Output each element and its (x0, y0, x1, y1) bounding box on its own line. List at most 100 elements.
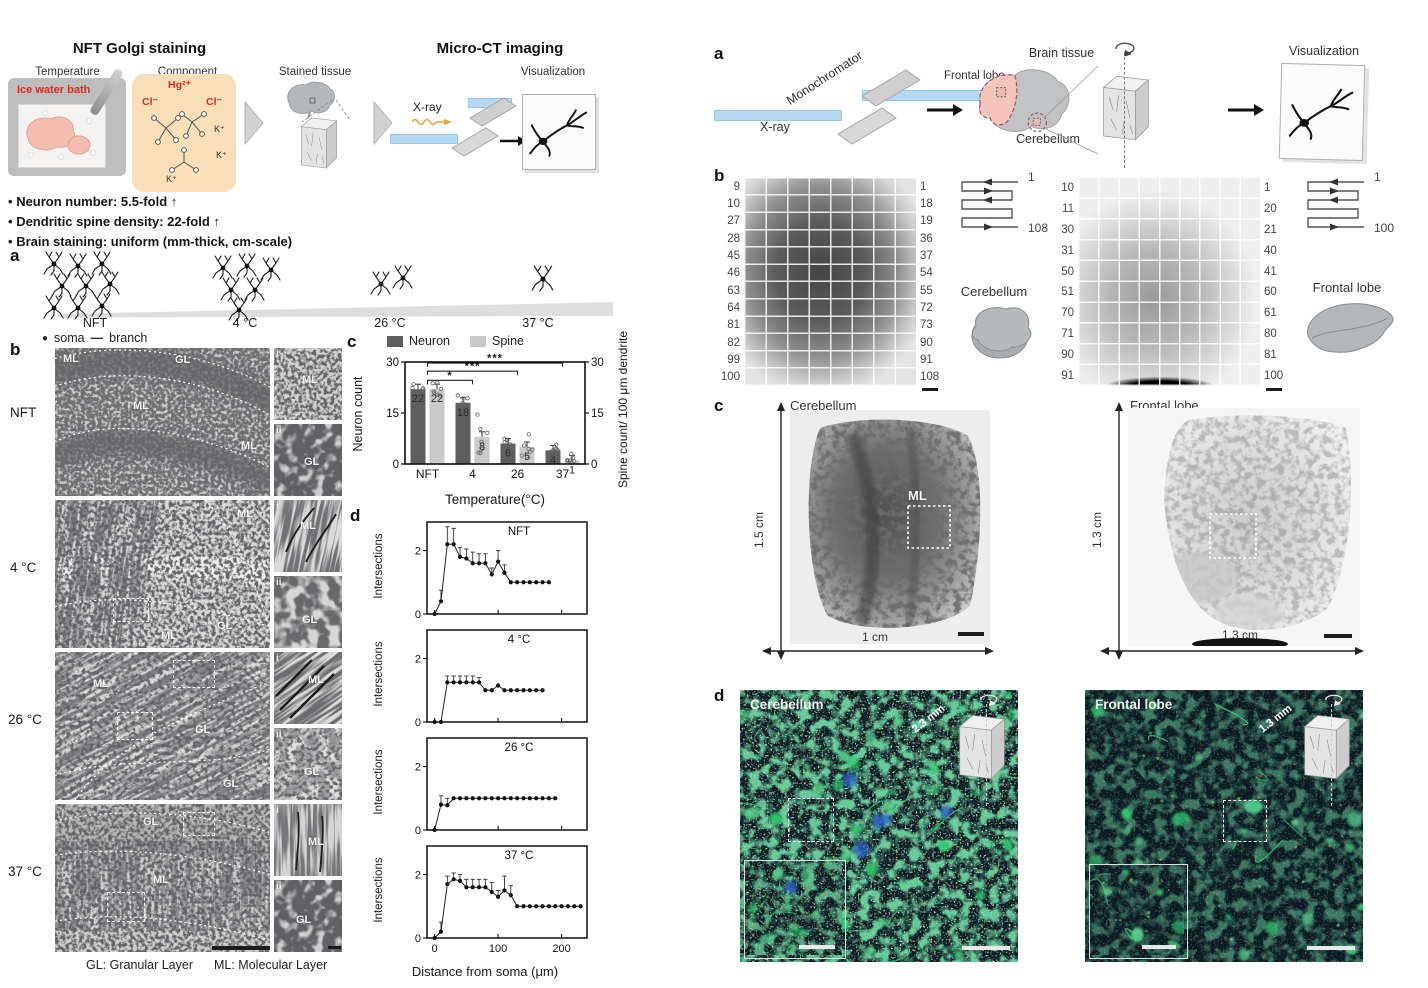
ct-title-cerebellum: Cerebellum (790, 398, 857, 413)
bullet-neuron-number: • Neuron number: 5.5-fold ↑ (8, 194, 178, 209)
chevron-right-icon (373, 100, 393, 146)
ct-image-frontal (1128, 408, 1360, 646)
crop-nft-i: i ML (274, 348, 342, 420)
svg-text:22: 22 (431, 393, 443, 405)
chem-k1-label: K⁺ (214, 124, 225, 134)
neuron-swatch (387, 335, 403, 347)
temp-label-4c: 4 °C (232, 316, 258, 330)
svg-text:30: 30 (386, 357, 399, 369)
fluor-inset-frontal (1089, 864, 1188, 959)
layer-label-ml: ML (308, 836, 324, 848)
organ-label-cerebellum: Cerebellum (960, 284, 1028, 299)
svg-text:100: 100 (489, 943, 507, 955)
panel-c-label-left: c (347, 332, 357, 351)
footer-gl: GL: Granular Layer (86, 958, 193, 972)
visualization-label-right: Visualization (1289, 44, 1359, 58)
footer-ml: ML: Molecular Layer (214, 958, 328, 972)
arrow-right-icon (1228, 104, 1264, 116)
crop-tag: ii (276, 881, 282, 892)
micrograph-4c: ML GL ML (55, 500, 270, 648)
horizontal-dimension-arrow (762, 647, 994, 655)
fluor-inset-cerebellum (744, 860, 846, 959)
chromate-structure-icon (151, 111, 207, 173)
zoom-connector-lines (301, 99, 351, 123)
svg-text:15: 15 (591, 408, 604, 420)
neuron-cluster-37c (531, 265, 554, 292)
svg-text:2: 2 (415, 654, 421, 666)
sholl-xlabel: Distance from soma (μm) (411, 964, 559, 979)
panel-b-label-left: b (10, 340, 21, 359)
xray-label: X-ray (413, 100, 442, 114)
micrograph-nft: ML GL ML ML (55, 348, 270, 496)
layer-label-ml: ML (153, 874, 169, 886)
row-label-nft: NFT (10, 405, 37, 420)
mosaic-numbers-right-cerebellum: 1 18 19 36 37 54 55 72 73 90 91 108 (920, 180, 940, 384)
step-stained-tissue: Stained tissue (278, 66, 352, 78)
panel-d: d NFT 0 2 4 °C 0 2 26 °C 0 2 37 °C 0 2 0 100 200 In… (345, 502, 625, 988)
tissue-cube-icon (954, 708, 1010, 786)
ct-width-cerebellum: 1 cm (861, 630, 888, 644)
neuron-legend-label: Neuron (409, 334, 450, 348)
sholl-plot-nft: NFT 0 2 (415, 521, 588, 620)
svg-text:***: *** (465, 361, 481, 373)
micrograph-37c: GL ML (55, 804, 270, 952)
organ-label-frontal: Frontal lobe (1312, 280, 1382, 295)
sholl-plot-37c: 37 °C 0 2 0 100 200 (415, 845, 588, 955)
tissue-cube-icon (1299, 708, 1355, 786)
serp-end: 100 (1374, 221, 1395, 235)
ct-height-frontal: 1.3 cm (1090, 512, 1104, 549)
svg-text:22: 22 (412, 393, 424, 405)
crop-tag: ii (276, 577, 282, 588)
crop-tag: i (276, 653, 279, 664)
layer-label-ml: ML (93, 678, 109, 690)
svg-text:4 °C: 4 °C (508, 634, 531, 646)
layer-label-ml: ML (161, 630, 177, 642)
mosaic-numbers-left-frontal: 10 11 30 31 50 51 70 71 90 91 (1061, 182, 1074, 382)
fluor-roi-box (788, 798, 834, 842)
rotation-icon (980, 694, 998, 706)
crop-tag: ii (276, 425, 282, 436)
layer-label-ml: ML (133, 400, 149, 412)
svg-text:0: 0 (415, 933, 421, 945)
fluor-image-cerebellum: Cerebellum 2.3 mm (740, 690, 1018, 962)
svg-text:37 °C: 37 °C (505, 850, 534, 862)
layer-label-gl: GL (195, 724, 211, 736)
svg-text:0: 0 (393, 459, 399, 471)
crop-4c-i: i ML (274, 500, 342, 572)
left-title-ct: Micro-CT imaging (436, 40, 564, 57)
chem-k2-label: K⁺ (216, 150, 227, 160)
mosaic-numbers-right-frontal: 1 20 21 40 41 60 61 80 81 100 (1264, 182, 1284, 382)
vertical-dimension-arrow (777, 402, 785, 660)
fluor-roi-box (1223, 800, 1267, 842)
ct-roi-label: ML (908, 488, 927, 503)
serp-end: 108 (1028, 221, 1049, 235)
ice-tray (18, 104, 106, 168)
svg-text:6: 6 (505, 448, 511, 460)
tissue-cube-icon (1098, 62, 1154, 154)
ct-width-frontal: 1.3 cm (1221, 628, 1258, 642)
rotation-icon (1115, 42, 1135, 56)
ct-height-cerebellum: 1.5 cm (752, 512, 766, 549)
neuron-cluster-nft (43, 251, 120, 320)
serp-start: 1 (1374, 170, 1381, 184)
sholl-plot-26c: 26 °C 0 2 (415, 737, 588, 836)
crop-37c-i: i ML (274, 804, 342, 876)
bar-xlabel: Temperature(°C) (445, 492, 545, 507)
panel-d-label-right: d (714, 686, 725, 705)
svg-text:37: 37 (556, 467, 570, 481)
rotation-axis-line (986, 704, 987, 806)
spine-swatch (470, 335, 486, 347)
vertical-dimension-arrow (1115, 402, 1123, 660)
svg-text:0: 0 (415, 717, 421, 728)
serpentine-scan-icon (961, 178, 1018, 231)
crop-tag: i (276, 501, 279, 512)
frontal-lobe-label: Frontal lobe (944, 70, 1005, 82)
svg-text:0: 0 (432, 943, 438, 955)
row-label-37c: 37 °C (8, 864, 42, 879)
xray-beam-lower (390, 134, 458, 144)
serp-start: 1 (1028, 170, 1035, 184)
soma-dot-icon: ● (42, 332, 49, 344)
panel-b-label-right: b (714, 166, 725, 185)
